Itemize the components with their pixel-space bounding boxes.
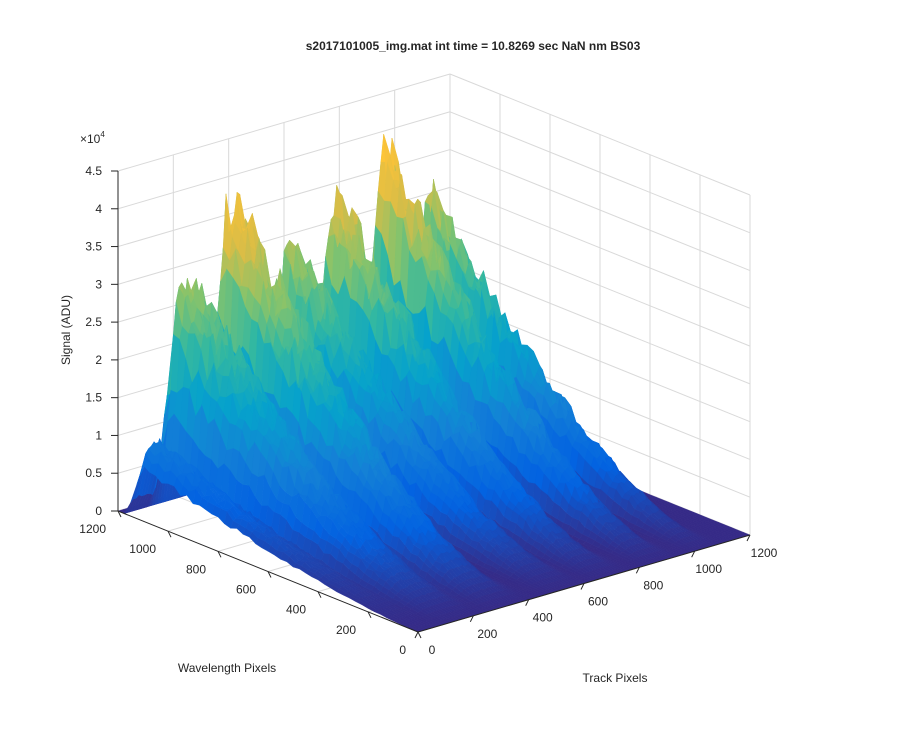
grid-line [449,262,751,385]
grid-line [449,186,751,309]
grid-line [449,111,751,234]
grid-line [449,149,751,272]
surface-layer [117,134,751,633]
grid-line [449,224,751,347]
grid-line [117,111,451,210]
grid-line [449,73,751,196]
grid-line [117,73,451,172]
